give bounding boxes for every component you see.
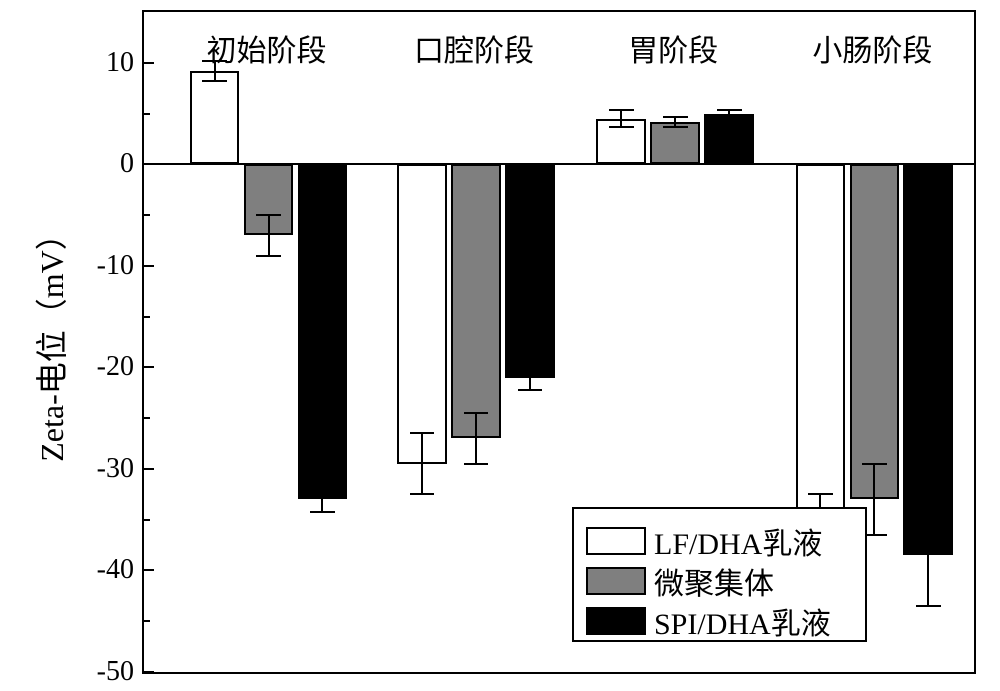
legend-swatch bbox=[586, 607, 646, 635]
y-tick-label: 0 bbox=[120, 148, 144, 180]
error-bar-cap bbox=[862, 463, 887, 465]
y-tick-label: -30 bbox=[97, 453, 144, 485]
legend-label: LF/DHA乳液 bbox=[654, 519, 822, 563]
bar bbox=[190, 71, 240, 164]
error-bar-cap bbox=[609, 126, 634, 128]
group-label: 胃阶段 bbox=[628, 26, 718, 70]
y-axis-label: Zeta-电位（mV） bbox=[27, 218, 73, 462]
error-bar-cap bbox=[464, 412, 489, 414]
bar bbox=[903, 164, 953, 555]
bar bbox=[650, 122, 700, 165]
y-tick-minor bbox=[144, 620, 150, 622]
y-tick bbox=[144, 671, 154, 673]
y-tick bbox=[144, 569, 154, 571]
y-tick bbox=[144, 265, 154, 267]
chart-root: 100-10-20-30-40-50LF/DHA乳液微聚集体SPI/DHA乳液 … bbox=[0, 0, 1000, 691]
bar bbox=[704, 114, 754, 165]
error-bar-cap bbox=[663, 116, 688, 118]
y-tick bbox=[144, 62, 154, 64]
error-bar bbox=[873, 464, 875, 535]
y-tick-minor bbox=[144, 519, 150, 521]
legend-item: SPI/DHA乳液 bbox=[586, 599, 831, 643]
group-label: 口腔阶段 bbox=[414, 26, 534, 70]
group-label: 小肠阶段 bbox=[812, 26, 932, 70]
bar bbox=[850, 164, 900, 499]
y-tick bbox=[144, 366, 154, 368]
y-tick-minor bbox=[144, 417, 150, 419]
bar bbox=[796, 164, 846, 519]
legend-label: 微聚集体 bbox=[654, 559, 774, 603]
error-bar-cap bbox=[410, 493, 435, 495]
error-bar-cap bbox=[916, 605, 941, 607]
y-tick-label: -50 bbox=[97, 656, 144, 688]
error-bar bbox=[927, 504, 929, 606]
error-bar-cap bbox=[310, 511, 335, 513]
error-bar bbox=[268, 215, 270, 256]
y-tick-minor bbox=[144, 214, 150, 216]
error-bar bbox=[421, 433, 423, 494]
error-bar-cap bbox=[916, 503, 941, 505]
legend-swatch bbox=[586, 567, 646, 595]
legend: LF/DHA乳液微聚集体SPI/DHA乳液 bbox=[572, 507, 867, 642]
bar bbox=[298, 164, 348, 499]
error-bar-cap bbox=[256, 214, 281, 216]
bar bbox=[451, 164, 501, 438]
y-tick-label: -10 bbox=[97, 250, 144, 282]
error-bar-cap bbox=[663, 126, 688, 128]
y-tick-label: -20 bbox=[97, 351, 144, 383]
error-bar-cap bbox=[717, 109, 742, 111]
error-bar-cap bbox=[518, 389, 543, 391]
bar bbox=[397, 164, 447, 464]
error-bar-cap bbox=[410, 432, 435, 434]
error-bar bbox=[620, 110, 622, 126]
error-bar-cap bbox=[609, 109, 634, 111]
legend-swatch bbox=[586, 527, 646, 555]
legend-item: 微聚集体 bbox=[586, 559, 774, 603]
error-bar-cap bbox=[256, 255, 281, 257]
error-bar bbox=[529, 365, 531, 389]
error-bar-cap bbox=[808, 493, 833, 495]
error-bar bbox=[321, 487, 323, 511]
error-bar-cap bbox=[310, 486, 335, 488]
group-label: 初始阶段 bbox=[207, 26, 327, 70]
error-bar-cap bbox=[717, 116, 742, 118]
y-tick-label: 10 bbox=[106, 47, 144, 79]
legend-item: LF/DHA乳液 bbox=[586, 519, 822, 563]
y-tick-minor bbox=[144, 113, 150, 115]
error-bar-cap bbox=[518, 364, 543, 366]
y-tick-label: -40 bbox=[97, 554, 144, 586]
legend-label: SPI/DHA乳液 bbox=[654, 599, 831, 643]
error-bar bbox=[475, 413, 477, 464]
y-tick bbox=[144, 468, 154, 470]
plot-area: 100-10-20-30-40-50LF/DHA乳液微聚集体SPI/DHA乳液 bbox=[142, 10, 976, 674]
y-tick-minor bbox=[144, 316, 150, 318]
error-bar-cap bbox=[464, 463, 489, 465]
y-tick bbox=[144, 163, 154, 165]
bar bbox=[505, 164, 555, 377]
error-bar-cap bbox=[202, 80, 227, 82]
